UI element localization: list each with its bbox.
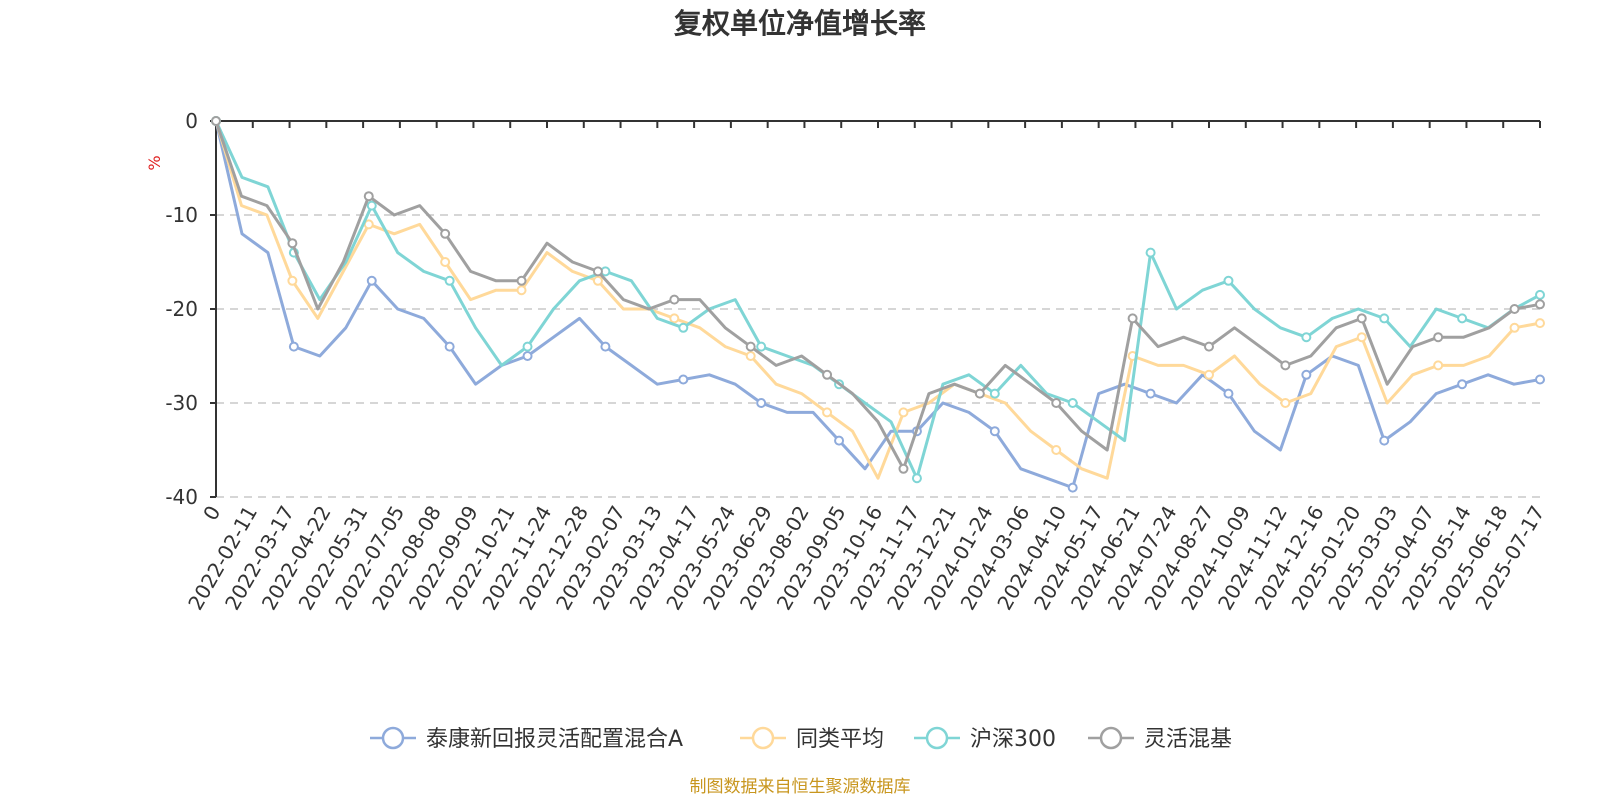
series-line-3 xyxy=(214,120,1541,471)
series-point xyxy=(1051,445,1062,455)
series-point xyxy=(898,463,909,474)
series-point xyxy=(440,257,451,267)
series-point xyxy=(1535,374,1545,385)
series-line-0 xyxy=(214,120,1541,490)
y-tick-label: -20 xyxy=(165,297,198,321)
series-point xyxy=(288,341,299,352)
series-point xyxy=(1457,379,1468,390)
series-point xyxy=(834,435,845,446)
series-point xyxy=(1356,332,1367,343)
series-line-1 xyxy=(214,120,1541,480)
series-point xyxy=(669,294,680,305)
series-point xyxy=(1223,275,1234,286)
chart-title: 复权单位净值增长率 xyxy=(674,7,926,40)
legend-label-2[interactable]: 沪深300 xyxy=(970,727,1056,752)
y-tick-label: -40 xyxy=(165,485,198,509)
series-point xyxy=(745,351,756,361)
legend: 泰康新回报灵活配置混合A 同类平均 沪深300 灵活混基 xyxy=(370,726,1232,752)
series-point xyxy=(756,341,767,352)
series-point xyxy=(822,369,833,380)
series-point xyxy=(363,191,374,202)
series-point xyxy=(1433,332,1444,343)
series-point xyxy=(516,285,527,296)
series-point xyxy=(1535,299,1545,310)
series-point xyxy=(1379,435,1390,446)
series-point xyxy=(444,341,455,352)
series-layer xyxy=(211,116,1545,493)
series-point xyxy=(1301,332,1312,343)
legend-label-1[interactable]: 同类平均 xyxy=(796,727,884,752)
footer-source-note: 制图数据来自恒生聚源数据库 xyxy=(690,777,911,797)
series-point xyxy=(1509,304,1520,314)
series-point xyxy=(1204,341,1214,352)
series-point xyxy=(366,275,377,286)
series-point xyxy=(1067,398,1078,408)
series-point xyxy=(1127,313,1138,324)
series-point xyxy=(1204,369,1214,380)
series-point xyxy=(1280,360,1291,371)
series-point xyxy=(756,398,767,408)
series-point xyxy=(366,200,377,211)
series-point xyxy=(1067,482,1078,493)
series-point xyxy=(287,238,298,249)
series-point xyxy=(669,313,680,324)
series-point xyxy=(287,275,298,286)
series-point xyxy=(1051,398,1062,408)
series-point xyxy=(516,275,527,286)
series-point xyxy=(600,341,611,352)
y-tick-label: -30 xyxy=(165,391,198,415)
legend-label-0[interactable]: 泰康新回报灵活配置混合A xyxy=(426,727,683,752)
series-point xyxy=(522,341,533,352)
series-point xyxy=(1301,369,1312,380)
legend-swatch-marker xyxy=(751,726,775,750)
y-tick-label: -10 xyxy=(165,203,198,227)
series-point xyxy=(1145,247,1156,258)
legend-label-3[interactable]: 灵活混基 xyxy=(1144,727,1232,752)
legend-swatch-marker xyxy=(925,726,949,750)
series-point xyxy=(989,426,1000,437)
series-point xyxy=(1223,388,1234,399)
series-point xyxy=(911,473,922,484)
series-point xyxy=(444,275,455,286)
series-line-2 xyxy=(214,120,1541,480)
series-point xyxy=(898,407,909,418)
series-point xyxy=(989,388,1000,399)
series-point xyxy=(1356,313,1367,324)
series-point xyxy=(1509,322,1520,333)
series-point xyxy=(440,228,451,239)
series-point xyxy=(1535,289,1545,300)
series-point xyxy=(592,275,603,286)
series-point xyxy=(1145,388,1156,399)
series-point xyxy=(745,341,756,352)
y-axis-unit: % xyxy=(145,155,164,170)
legend-swatch-marker xyxy=(381,726,405,750)
series-point xyxy=(1457,313,1468,324)
series-point xyxy=(522,351,533,361)
grid-layer xyxy=(216,214,1540,498)
series-point xyxy=(678,374,689,385)
series-point xyxy=(822,407,833,418)
series-point xyxy=(211,116,221,126)
x-tick-label: 0 xyxy=(198,502,225,525)
series-point xyxy=(678,322,689,333)
series-point xyxy=(1535,318,1545,329)
y-tick-label: 0 xyxy=(185,109,198,133)
series-point xyxy=(1433,360,1444,371)
axis-layer: 0-10-20-30-4002022-02-112022-03-172022-0… xyxy=(165,109,1549,614)
series-point xyxy=(1280,398,1291,408)
legend-swatch-marker xyxy=(1099,726,1123,750)
series-point xyxy=(974,388,985,399)
series-point xyxy=(592,266,603,277)
series-point xyxy=(1379,313,1390,324)
